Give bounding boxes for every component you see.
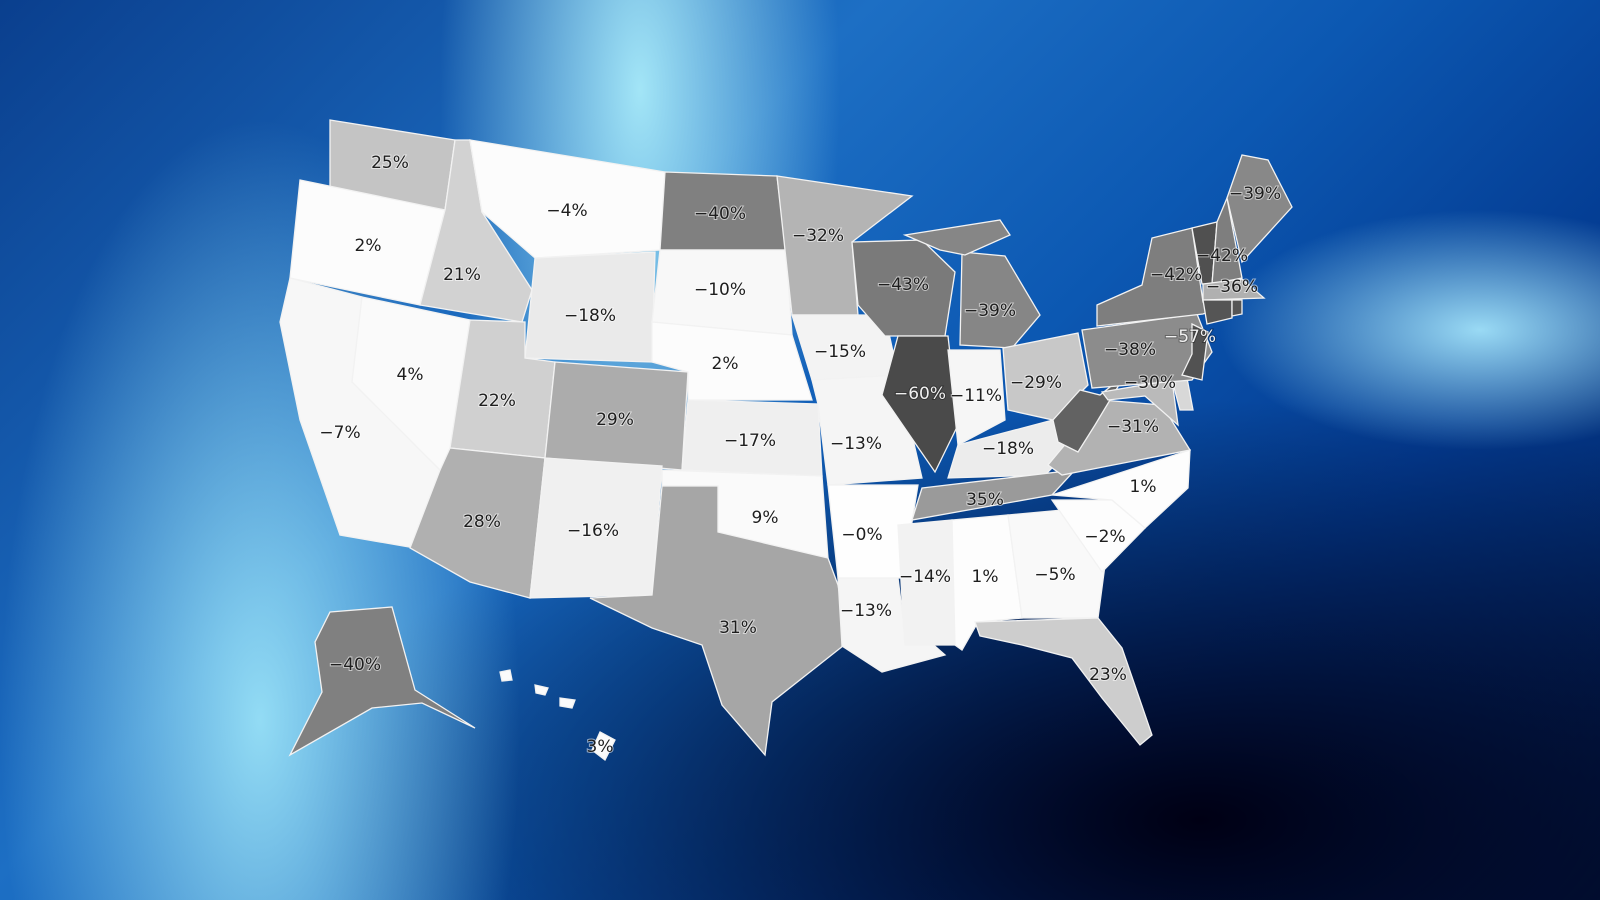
state-ct (1202, 299, 1233, 325)
state-value-label-la: −13% (840, 601, 892, 621)
state-ms (897, 519, 956, 646)
state-value-label-ut: 22% (478, 391, 516, 411)
state-value-label-ak: −40% (329, 655, 381, 675)
state-value-label-pa: −38% (1104, 340, 1156, 360)
state-mt (469, 139, 666, 259)
state-value-label-mt: −4% (546, 201, 587, 221)
state-value-label-oh: −29% (1010, 373, 1062, 393)
state-value-label-ma: −36% (1206, 277, 1258, 297)
state-value-label-id: 21% (443, 265, 481, 285)
state-value-label-nh: −42% (1196, 246, 1248, 266)
state-in (947, 349, 1006, 447)
state-value-label-ia: −15% (814, 342, 866, 362)
state-ri (1231, 299, 1243, 317)
state-hi-island (499, 669, 513, 682)
state-ak (288, 606, 476, 757)
state-value-label-tn: 35% (966, 490, 1004, 510)
state-value-label-mo: −13% (830, 434, 882, 454)
state-value-label-tx: 31% (719, 618, 757, 638)
state-mi-upper (902, 219, 1011, 256)
state-ma (1202, 278, 1266, 301)
state-tx (589, 485, 849, 757)
state-nc (1051, 449, 1191, 529)
state-value-label-nm: −16% (567, 521, 619, 541)
state-il (881, 335, 959, 474)
state-value-label-nd: −40% (694, 204, 746, 224)
state-value-label-ga: −5% (1034, 565, 1075, 585)
state-value-label-nc: 1% (1130, 477, 1157, 497)
state-value-label-ar: −0% (841, 525, 882, 545)
state-hi-island (559, 697, 576, 709)
state-value-label-nv: 4% (397, 365, 424, 385)
state-value-label-ca: −7% (319, 423, 360, 443)
state-value-label-in: −11% (950, 386, 1002, 406)
state-value-label-va: −31% (1107, 417, 1159, 437)
state-mi (959, 251, 1041, 349)
state-value-label-al: 1% (972, 567, 999, 587)
state-hi (591, 731, 616, 761)
state-value-label-ok: 9% (752, 508, 779, 528)
state-value-label-ms: −14% (899, 567, 951, 587)
state-value-label-mi: −39% (964, 301, 1016, 321)
state-value-label-ks: −17% (724, 431, 776, 451)
state-value-label-or: 2% (355, 236, 382, 256)
state-value-label-wi: −43% (877, 275, 929, 295)
state-value-label-mn: −32% (792, 226, 844, 246)
state-value-label-me: −39% (1229, 184, 1281, 204)
state-value-label-wa: 25% (371, 153, 409, 173)
state-value-label-wy: −18% (564, 306, 616, 326)
state-value-label-sc: −2% (1084, 527, 1125, 547)
state-value-label-sd: −10% (694, 280, 746, 300)
state-nh (1211, 195, 1243, 285)
state-value-label-nj: −57% (1164, 327, 1216, 347)
state-la (837, 577, 947, 673)
state-value-label-il: −60% (894, 384, 946, 404)
state-value-label-co: 29% (596, 410, 634, 430)
state-me (1226, 154, 1293, 264)
state-value-label-fl: 23% (1089, 665, 1127, 685)
state-value-label-ny: −42% (1150, 265, 1202, 285)
state-value-label-md: −30% (1124, 373, 1176, 393)
state-fl (974, 617, 1153, 746)
state-value-label-hi: 3% (587, 737, 614, 757)
state-nj (1181, 322, 1209, 381)
state-value-label-az: 28% (463, 512, 501, 532)
state-value-label-ne: 2% (712, 354, 739, 374)
state-hi-island (534, 684, 549, 696)
state-value-label-ky: −18% (982, 439, 1034, 459)
